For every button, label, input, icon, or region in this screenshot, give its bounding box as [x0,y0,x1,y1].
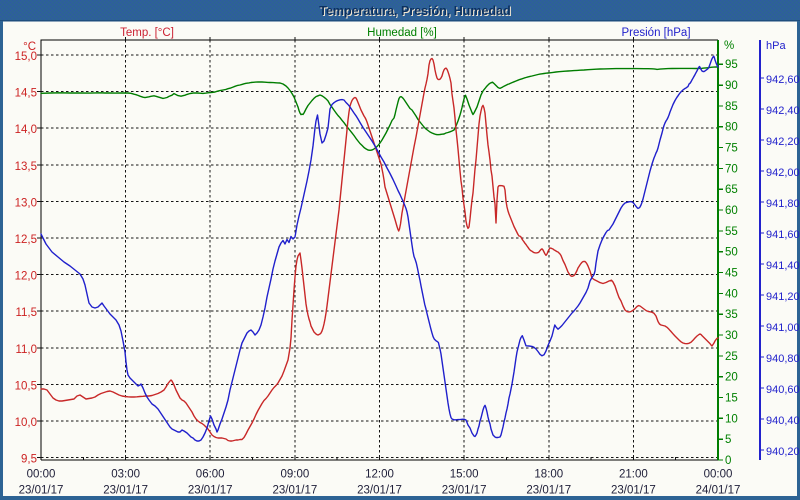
svg-text:14,0: 14,0 [15,124,37,136]
svg-text:9,5: 9,5 [21,454,37,466]
svg-text:941,80: 941,80 [766,198,800,210]
svg-text:10,5: 10,5 [15,380,37,392]
svg-text:12,5: 12,5 [15,234,37,246]
svg-text:85: 85 [725,101,738,113]
svg-text:942,20: 942,20 [766,136,800,148]
svg-text:23/01/17: 23/01/17 [442,485,487,497]
svg-text:941,00: 941,00 [766,322,800,334]
svg-text:90: 90 [725,80,738,92]
svg-text:75: 75 [725,143,738,155]
svg-text:0: 0 [725,455,731,467]
svg-text:Temp. [°C]: Temp. [°C] [120,27,174,39]
svg-text:35: 35 [725,309,738,321]
svg-text:14,5: 14,5 [15,88,37,100]
svg-text:23/01/17: 23/01/17 [103,485,148,497]
svg-text:940,80: 940,80 [766,353,800,365]
svg-text:941,20: 941,20 [766,291,800,303]
svg-text:09:00: 09:00 [281,469,310,481]
svg-text:23/01/17: 23/01/17 [526,485,571,497]
svg-text:Temperatura, Presión, Humedad: Temperatura, Presión, Humedad [319,4,511,18]
svg-text:70: 70 [725,163,738,175]
svg-text:21:00: 21:00 [619,469,648,481]
svg-text:55: 55 [725,226,738,238]
svg-text:00:00: 00:00 [704,469,733,481]
svg-text:11,5: 11,5 [15,307,37,319]
svg-text:20: 20 [725,372,738,384]
svg-text:30: 30 [725,330,738,342]
svg-text:25: 25 [725,351,738,363]
svg-text:942,60: 942,60 [766,74,800,86]
svg-text:23/01/17: 23/01/17 [611,485,656,497]
svg-text:10: 10 [725,413,738,425]
svg-text:940,60: 940,60 [766,384,800,396]
svg-text:5: 5 [725,434,731,446]
svg-text:Presión [hPa]: Presión [hPa] [621,27,690,39]
svg-text:23/01/17: 23/01/17 [188,485,233,497]
svg-text:940,20: 940,20 [766,446,800,458]
svg-text:11,0: 11,0 [15,344,37,356]
svg-text:13,0: 13,0 [15,197,37,209]
svg-text:15:00: 15:00 [450,469,479,481]
svg-text:%: % [724,40,734,52]
svg-text:24/01/17: 24/01/17 [696,485,741,497]
svg-text:940,40: 940,40 [766,415,800,427]
svg-text:13,5: 13,5 [15,161,37,173]
svg-text:06:00: 06:00 [196,469,225,481]
svg-text:Humedad [%]: Humedad [%] [367,27,437,39]
svg-text:942,00: 942,00 [766,167,800,179]
svg-text:03:00: 03:00 [111,469,140,481]
svg-text:941,60: 941,60 [766,229,800,241]
svg-text:12:00: 12:00 [365,469,394,481]
svg-text:10,0: 10,0 [15,417,37,429]
svg-text:65: 65 [725,184,738,196]
svg-text:50: 50 [725,247,738,259]
svg-text:°C: °C [23,41,36,53]
svg-text:80: 80 [725,122,738,134]
svg-text:15: 15 [725,393,738,405]
svg-text:Temperatura, Presión, Humedad: Temperatura, Presión, Humedad [320,5,512,19]
svg-text:40: 40 [725,288,738,300]
svg-text:941,40: 941,40 [766,260,800,272]
svg-text:15,0: 15,0 [15,51,37,63]
svg-text:60: 60 [725,205,738,217]
svg-text:00:00: 00:00 [27,469,56,481]
svg-text:45: 45 [725,268,738,280]
svg-text:23/01/17: 23/01/17 [19,485,64,497]
svg-text:hPa: hPa [766,40,786,52]
svg-text:95: 95 [725,59,738,71]
svg-text:12,0: 12,0 [15,271,37,283]
svg-text:18:00: 18:00 [534,469,563,481]
svg-text:23/01/17: 23/01/17 [273,485,318,497]
svg-text:23/01/17: 23/01/17 [357,485,402,497]
svg-text:942,40: 942,40 [766,105,800,117]
